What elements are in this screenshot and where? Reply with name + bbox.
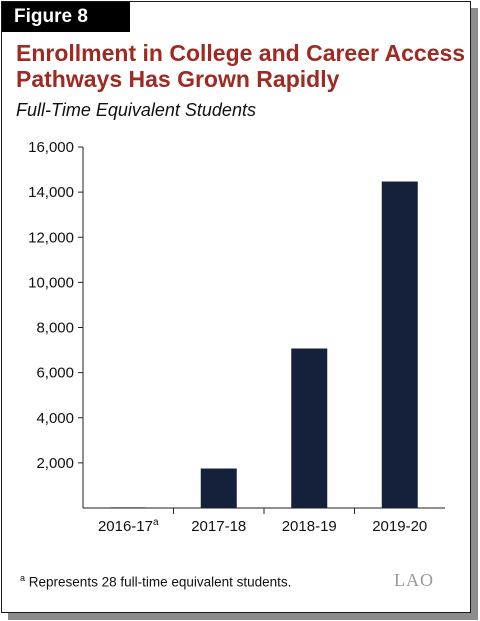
x-tick-label: 2019-20 xyxy=(372,518,427,535)
x-tick-label: 2017-18 xyxy=(191,518,246,535)
chart-title: Enrollment in College and Career Access … xyxy=(16,40,466,92)
y-tick-label: 10,000 xyxy=(28,274,74,291)
y-tick-label: 6,000 xyxy=(36,365,74,382)
figure-label: Figure 8 xyxy=(2,2,130,32)
footnote: a Represents 28 full-time equivalent stu… xyxy=(20,573,291,590)
bar xyxy=(381,181,418,508)
bar xyxy=(291,348,328,508)
y-tick-label: 4,000 xyxy=(36,410,74,427)
bar xyxy=(110,507,147,508)
lao-logo: LAO xyxy=(394,570,434,590)
x-tick-superscript: a xyxy=(153,517,159,528)
chart-subtitle: Full-Time Equivalent Students xyxy=(16,100,256,120)
y-tick-label: 14,000 xyxy=(28,184,74,201)
y-tick-label: 2,000 xyxy=(36,455,74,472)
x-tick-label: 2016-17a xyxy=(98,517,159,535)
footnote-text: Represents 28 full-time equivalent stude… xyxy=(28,574,292,590)
x-tick-label: 2018-19 xyxy=(282,518,337,535)
bar xyxy=(200,468,237,508)
y-tick-label: 16,000 xyxy=(28,139,74,156)
y-tick-label: 12,000 xyxy=(28,229,74,246)
y-tick-label: 8,000 xyxy=(36,320,74,337)
footnote-marker: a xyxy=(20,573,26,583)
